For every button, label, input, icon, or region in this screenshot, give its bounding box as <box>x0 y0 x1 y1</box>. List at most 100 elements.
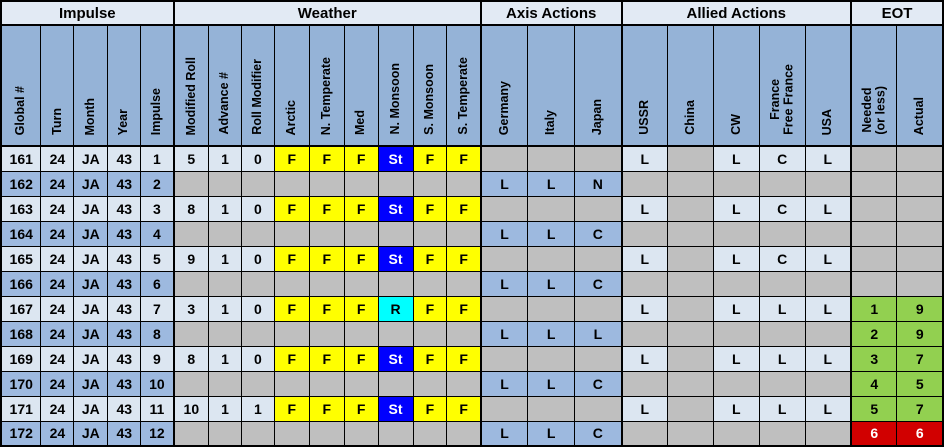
cell-year[interactable]: 43 <box>107 195 142 222</box>
cell-france[interactable]: L <box>758 395 806 422</box>
cell-needed[interactable]: 5 <box>850 395 898 422</box>
cell-china[interactable] <box>666 145 714 172</box>
cell-china[interactable] <box>666 270 714 297</box>
cell-n-temperate[interactable]: F <box>308 345 345 372</box>
cell-actual[interactable] <box>896 270 944 297</box>
cell-impulse[interactable]: 10 <box>140 370 175 397</box>
cell-advance-number[interactable]: 1 <box>208 145 242 172</box>
cell-france[interactable] <box>758 420 806 447</box>
cell-year[interactable]: 43 <box>107 395 142 422</box>
column-header-impulse[interactable]: Impulse <box>140 24 175 147</box>
cell-s-temperate[interactable] <box>446 220 482 247</box>
cell-china[interactable] <box>666 195 714 222</box>
cell-france[interactable] <box>758 270 806 297</box>
cell-modified-roll[interactable] <box>172 220 210 247</box>
cell-roll-modifier[interactable] <box>240 420 275 447</box>
cell-global[interactable]: 164 <box>0 220 42 247</box>
cell-ussr[interactable] <box>620 220 668 247</box>
cell-ussr[interactable] <box>620 270 668 297</box>
cell-roll-modifier[interactable] <box>240 170 275 197</box>
cell-japan[interactable]: L <box>574 320 623 347</box>
cell-italy[interactable]: L <box>527 320 576 347</box>
cell-japan[interactable]: C <box>574 370 623 397</box>
cell-usa[interactable] <box>804 370 852 397</box>
cell-italy[interactable]: L <box>527 170 576 197</box>
cell-n-monsoon[interactable]: St <box>377 145 414 172</box>
cell-n-monsoon[interactable] <box>377 370 414 397</box>
cell-impulse[interactable]: 5 <box>140 245 175 272</box>
cell-arctic[interactable] <box>273 320 310 347</box>
cell-usa[interactable] <box>804 170 852 197</box>
cell-japan[interactable] <box>574 245 623 272</box>
cell-med[interactable]: F <box>343 395 379 422</box>
cell-cw[interactable]: L <box>712 295 760 322</box>
cell-roll-modifier[interactable] <box>240 370 275 397</box>
cell-actual[interactable] <box>896 220 944 247</box>
cell-global[interactable]: 170 <box>0 370 42 397</box>
cell-ussr[interactable]: L <box>620 195 668 222</box>
column-header-med[interactable]: Med <box>343 24 379 147</box>
cell-advance-number[interactable] <box>208 420 242 447</box>
cell-advance-number[interactable] <box>208 170 242 197</box>
cell-china[interactable] <box>666 370 714 397</box>
cell-s-temperate[interactable] <box>446 420 482 447</box>
column-header-advance-number[interactable]: Advance # <box>208 24 242 147</box>
column-header-arctic[interactable]: Arctic <box>273 24 310 147</box>
cell-ussr[interactable] <box>620 320 668 347</box>
cell-ussr[interactable]: L <box>620 245 668 272</box>
cell-global[interactable]: 161 <box>0 145 42 172</box>
cell-global[interactable]: 169 <box>0 345 42 372</box>
cell-advance-number[interactable]: 1 <box>208 245 242 272</box>
cell-needed[interactable] <box>850 195 898 222</box>
cell-france[interactable]: L <box>758 295 806 322</box>
cell-s-temperate[interactable]: F <box>446 395 482 422</box>
cell-germany[interactable] <box>479 195 529 222</box>
column-header-turn[interactable]: Turn <box>40 24 75 147</box>
cell-year[interactable]: 43 <box>107 295 142 322</box>
cell-s-temperate[interactable]: F <box>446 195 482 222</box>
cell-s-temperate[interactable]: F <box>446 345 482 372</box>
cell-n-monsoon[interactable]: St <box>377 195 414 222</box>
cell-advance-number[interactable]: 1 <box>208 295 242 322</box>
cell-n-monsoon[interactable] <box>377 220 414 247</box>
cell-advance-number[interactable] <box>208 220 242 247</box>
cell-advance-number[interactable] <box>208 270 242 297</box>
cell-france[interactable]: C <box>758 245 806 272</box>
cell-modified-roll[interactable] <box>172 320 210 347</box>
cell-s-monsoon[interactable] <box>412 320 448 347</box>
cell-month[interactable]: JA <box>73 220 109 247</box>
cell-month[interactable]: JA <box>73 345 109 372</box>
cell-cw[interactable]: L <box>712 195 760 222</box>
column-header-japan[interactable]: Japan <box>574 24 623 147</box>
cell-actual[interactable] <box>896 145 944 172</box>
cell-france[interactable]: C <box>758 195 806 222</box>
cell-japan[interactable] <box>574 295 623 322</box>
cell-global[interactable]: 163 <box>0 195 42 222</box>
cell-needed[interactable]: 2 <box>850 320 898 347</box>
cell-germany[interactable] <box>479 295 529 322</box>
cell-month[interactable]: JA <box>73 420 109 447</box>
cell-china[interactable] <box>666 295 714 322</box>
cell-germany[interactable] <box>479 395 529 422</box>
cell-modified-roll[interactable]: 8 <box>172 195 210 222</box>
cell-turn[interactable]: 24 <box>40 345 75 372</box>
cell-med[interactable] <box>343 320 379 347</box>
cell-actual[interactable]: 7 <box>896 345 944 372</box>
column-header-modified-roll[interactable]: Modified Roll <box>172 24 210 147</box>
group-header-axis-actions[interactable]: Axis Actions <box>479 0 623 26</box>
cell-s-monsoon[interactable] <box>412 370 448 397</box>
cell-turn[interactable]: 24 <box>40 420 75 447</box>
cell-impulse[interactable]: 9 <box>140 345 175 372</box>
cell-italy[interactable] <box>527 345 576 372</box>
cell-global[interactable]: 162 <box>0 170 42 197</box>
cell-year[interactable]: 43 <box>107 170 142 197</box>
cell-roll-modifier[interactable]: 0 <box>240 195 275 222</box>
cell-med[interactable] <box>343 270 379 297</box>
cell-arctic[interactable]: F <box>273 395 310 422</box>
cell-n-monsoon[interactable]: St <box>377 245 414 272</box>
cell-s-monsoon[interactable]: F <box>412 245 448 272</box>
column-header-s-temperate[interactable]: S. Temperate <box>446 24 482 147</box>
cell-ussr[interactable]: L <box>620 145 668 172</box>
cell-arctic[interactable]: F <box>273 195 310 222</box>
cell-year[interactable]: 43 <box>107 345 142 372</box>
